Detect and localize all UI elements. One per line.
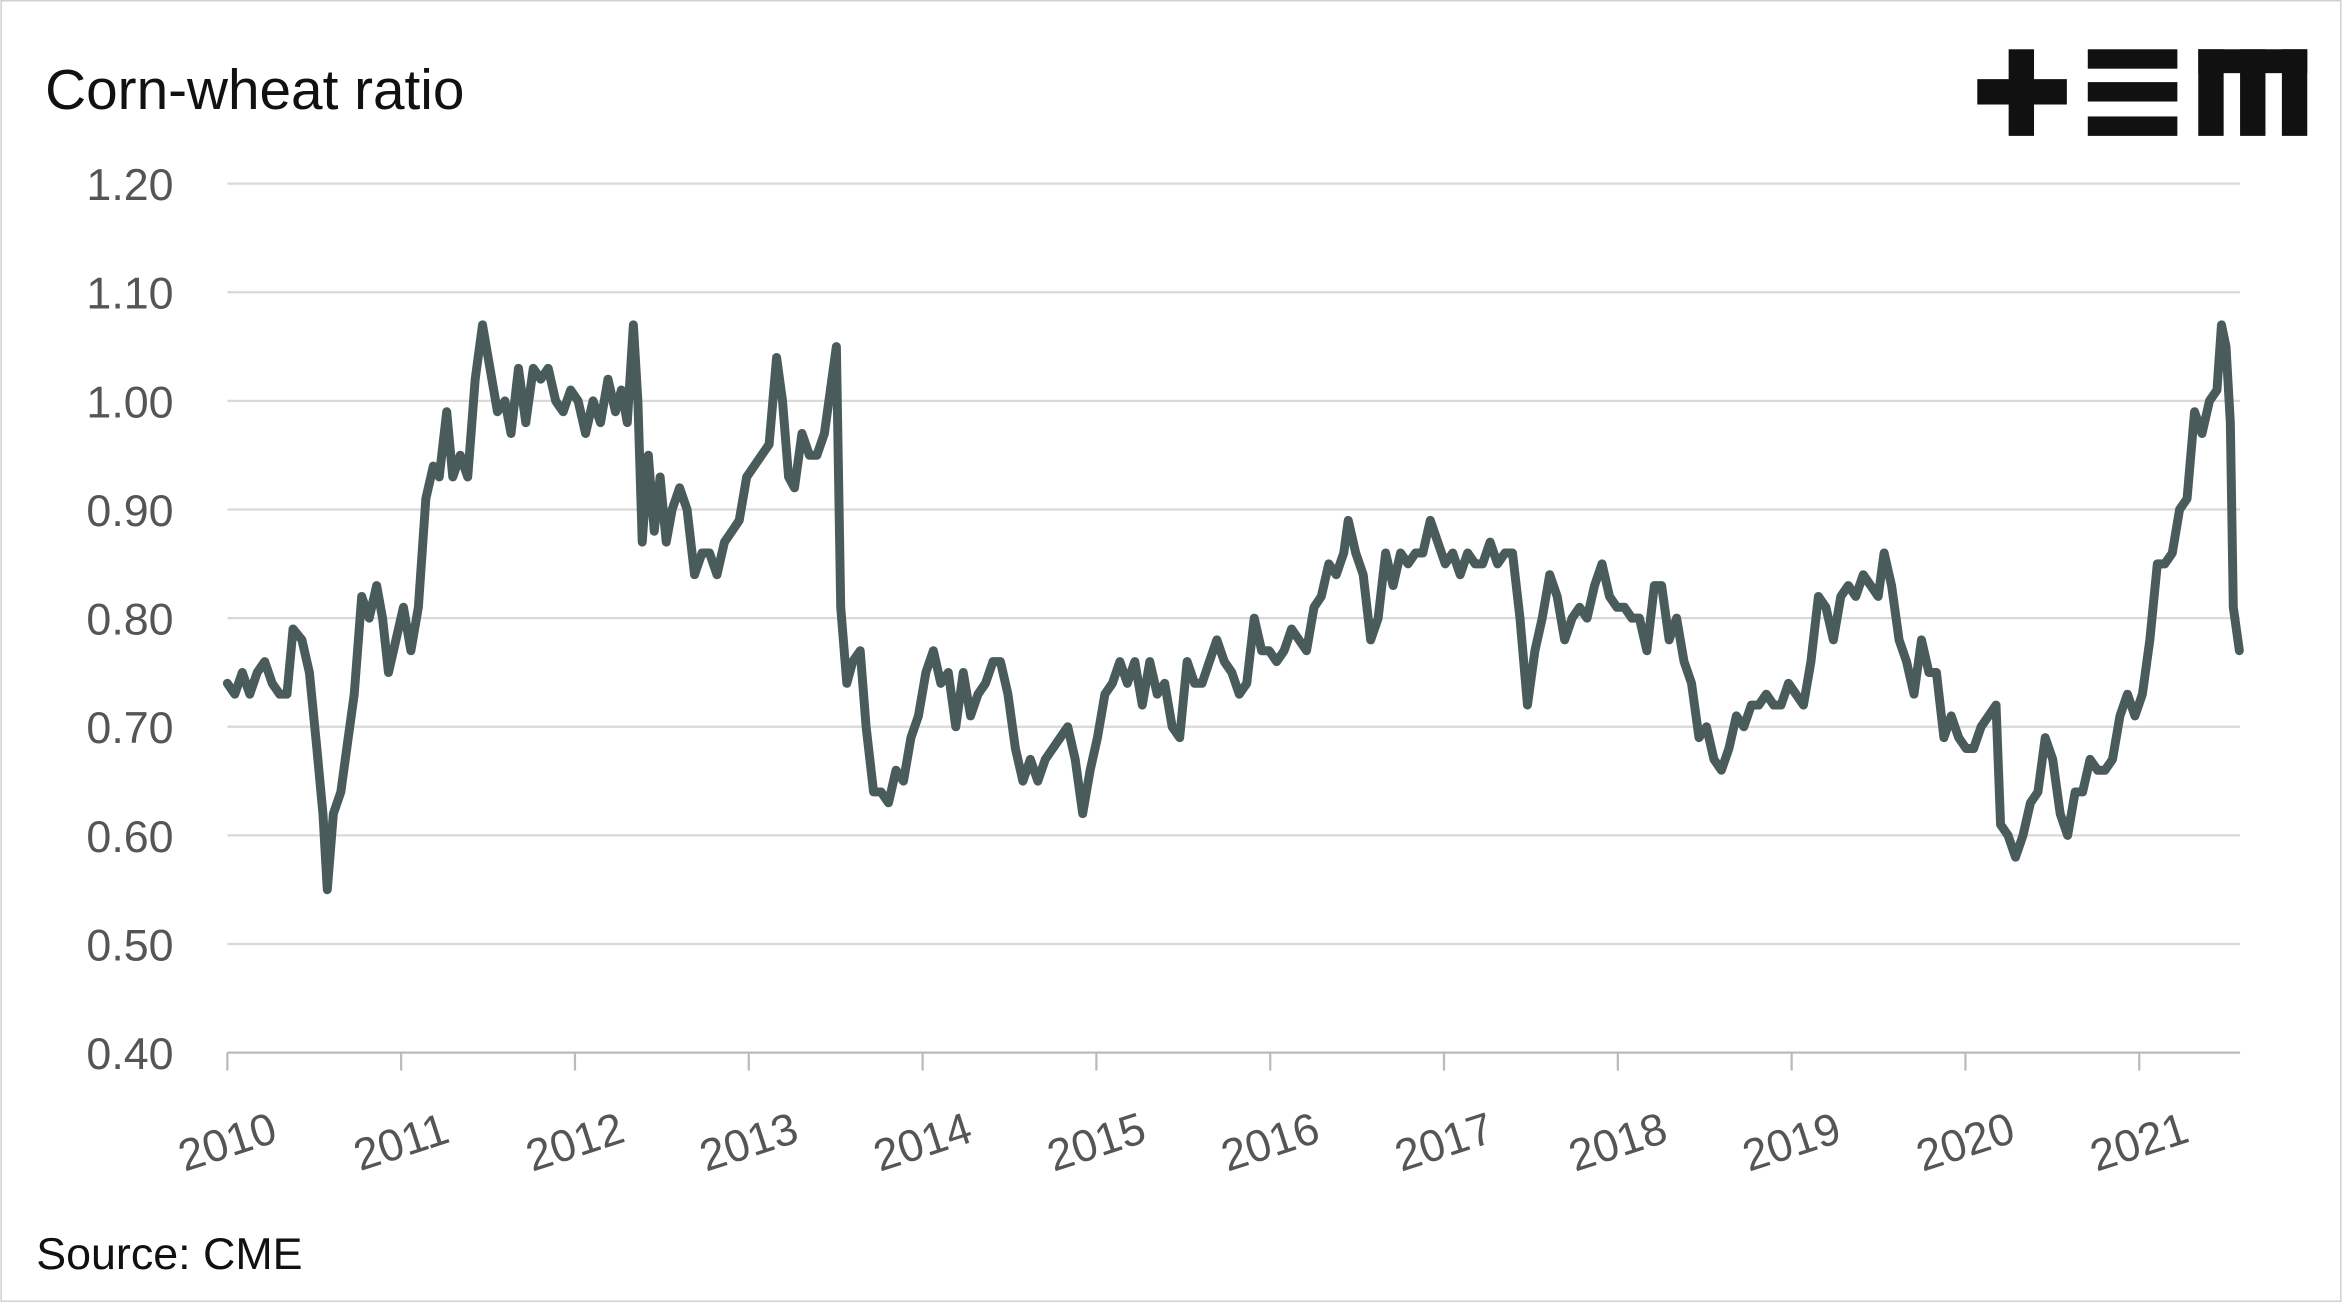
chart-title: Corn-wheat ratio bbox=[45, 59, 464, 122]
logo-m-right bbox=[2281, 49, 2308, 136]
y-tick-label: 0.40 bbox=[86, 1029, 173, 1079]
logo-m-mid bbox=[2240, 49, 2266, 136]
y-tick-label: 0.70 bbox=[86, 703, 173, 753]
logo-e-mid bbox=[2087, 82, 2178, 102]
data-line bbox=[222, 320, 2244, 895]
y-tick-label: 1.00 bbox=[86, 377, 173, 427]
y-tick-label: 1.20 bbox=[86, 160, 173, 210]
y-tick-label: 0.80 bbox=[86, 595, 173, 645]
logo bbox=[1977, 49, 2308, 136]
source-note: Source: CME bbox=[36, 1229, 302, 1279]
y-tick-label: 0.50 bbox=[86, 920, 173, 970]
y-tick-label: 1.10 bbox=[86, 269, 173, 319]
logo-m-left bbox=[2198, 49, 2224, 136]
y-tick-label: 0.90 bbox=[86, 486, 173, 536]
logo-e-bot bbox=[2087, 116, 2178, 136]
logo-e-top bbox=[2087, 49, 2178, 69]
logo-plus-v bbox=[2008, 49, 2035, 136]
y-tick-label: 0.60 bbox=[86, 812, 173, 862]
